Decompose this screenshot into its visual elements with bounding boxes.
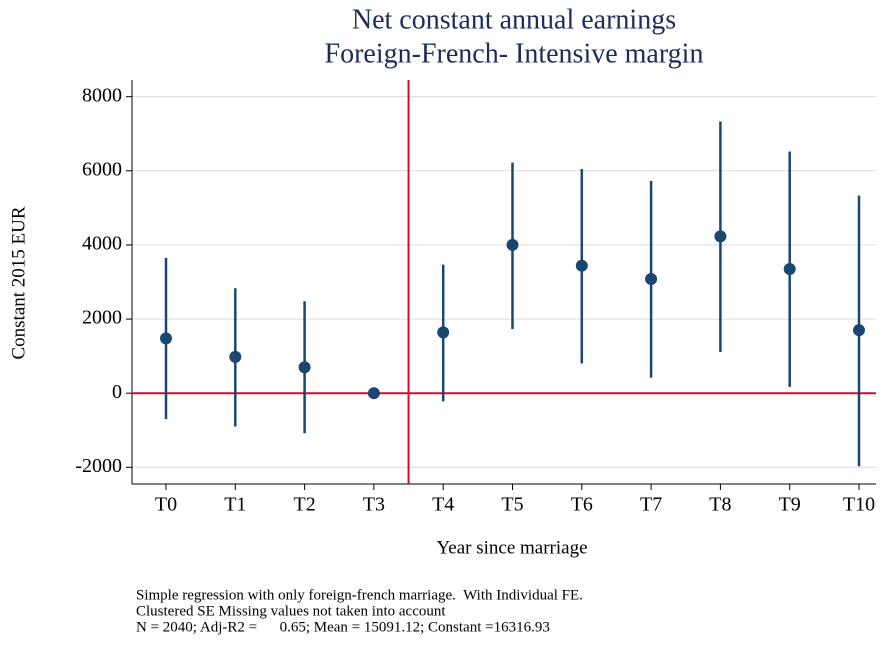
y-tick-label: -2000 — [75, 455, 122, 477]
chart-title: Net constant annual earnings — [352, 4, 676, 35]
x-tick-label: T4 — [432, 494, 454, 516]
point — [506, 238, 519, 251]
y-tick-label: 6000 — [82, 158, 122, 180]
x-tick-label: T0 — [155, 494, 177, 516]
x-tick-label: T7 — [640, 494, 662, 516]
x-tick-label: T5 — [501, 494, 523, 516]
point — [298, 361, 311, 374]
point — [575, 259, 588, 272]
x-axis-label: Year since marriage — [436, 537, 587, 558]
point — [160, 332, 172, 345]
point — [714, 230, 727, 243]
x-tick-label: T9 — [779, 494, 801, 516]
y-axis-label: Constant 2015 EUR — [8, 206, 29, 359]
point — [853, 324, 865, 337]
point — [783, 263, 796, 276]
point — [229, 350, 242, 363]
y-tick-label: 4000 — [82, 233, 122, 255]
x-tick-label: T6 — [571, 494, 593, 516]
point — [645, 273, 658, 286]
x-tick-label: T2 — [293, 494, 315, 516]
x-tick-label: T1 — [224, 494, 246, 516]
y-tick-label: 2000 — [82, 307, 122, 329]
note: N = 2040; Adj-R2 = 0.65; Mean = 15091.12… — [136, 619, 550, 635]
x-tick-label: T10 — [843, 494, 875, 516]
note: Simple regression with only foreign-fren… — [136, 587, 583, 603]
note: Clustered SE Missing values not taken in… — [136, 603, 446, 619]
x-tick-label: T8 — [709, 494, 731, 516]
y-tick-label: 8000 — [82, 84, 122, 106]
x-tick-label: T3 — [363, 494, 385, 516]
chart-title: Foreign-French- Intensive margin — [325, 38, 704, 69]
y-tick-label: 0 — [112, 381, 122, 403]
point — [367, 387, 380, 400]
point — [437, 326, 450, 339]
